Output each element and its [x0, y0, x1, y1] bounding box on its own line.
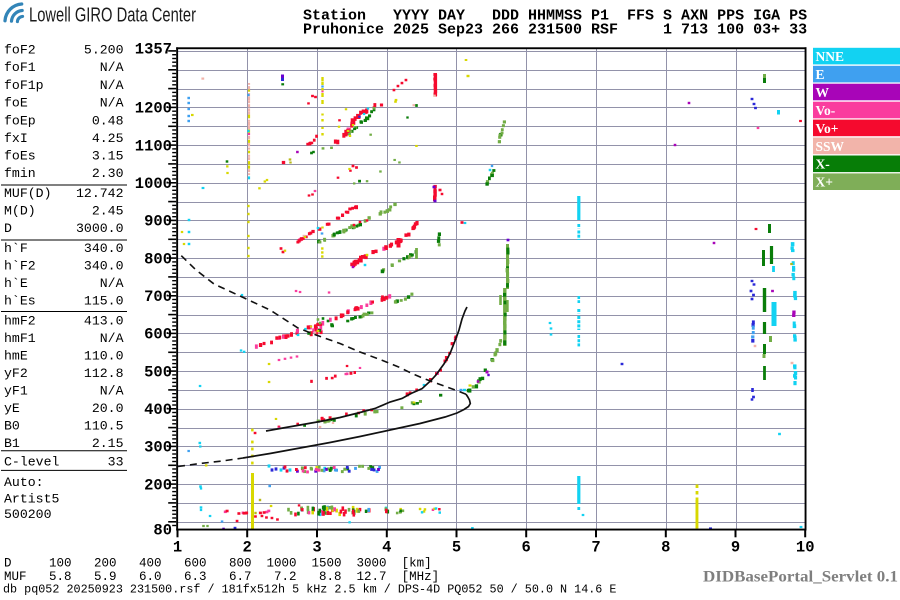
svg-text:9: 9 [731, 539, 740, 557]
svg-text:M(D): M(D) [4, 204, 36, 219]
svg-text:X-: X- [816, 157, 830, 172]
svg-text:3.15: 3.15 [92, 149, 124, 164]
svg-text:B0: B0 [4, 419, 20, 434]
svg-text:1000: 1000 [135, 175, 172, 193]
svg-text:300: 300 [144, 439, 172, 457]
svg-text:80: 80 [153, 522, 172, 540]
svg-text:yE: yE [4, 401, 20, 416]
svg-text:foF1: foF1 [4, 60, 36, 75]
svg-text:1357: 1357 [135, 41, 172, 59]
svg-text:3000.0: 3000.0 [76, 221, 124, 236]
svg-text:112.8: 112.8 [84, 366, 124, 381]
svg-text:h`F: h`F [4, 241, 28, 256]
svg-text:6: 6 [522, 539, 531, 557]
svg-text:8: 8 [661, 539, 670, 557]
svg-text:X+: X+ [816, 175, 833, 190]
svg-text:N/A: N/A [100, 276, 124, 291]
svg-text:600: 600 [144, 326, 172, 344]
svg-text:Artist5: Artist5 [4, 492, 59, 507]
svg-text:N/A: N/A [100, 78, 124, 93]
svg-text:12.742: 12.742 [76, 186, 123, 201]
svg-text:2.30: 2.30 [92, 166, 124, 181]
svg-text:Vo+: Vo+ [816, 121, 839, 136]
svg-text:33: 33 [108, 455, 124, 470]
svg-text:Auto:: Auto: [4, 475, 44, 490]
svg-text:Vo-: Vo- [816, 103, 836, 118]
svg-text:500200: 500200 [4, 507, 52, 522]
svg-text:Lowell GIRO Data Center: Lowell GIRO Data Center [29, 5, 196, 27]
svg-text:fmin: fmin [4, 166, 36, 181]
svg-text:fxI: fxI [4, 131, 28, 146]
svg-text:4.25: 4.25 [92, 131, 124, 146]
svg-text:yF1: yF1 [4, 384, 28, 399]
svg-text:413.0: 413.0 [84, 314, 124, 329]
svg-text:NNE: NNE [816, 49, 845, 64]
svg-text:110.0: 110.0 [84, 349, 124, 364]
svg-text:W: W [816, 85, 830, 100]
svg-text:hmF1: hmF1 [4, 331, 36, 346]
svg-text:foF1p: foF1p [4, 78, 44, 93]
svg-text:1200: 1200 [135, 100, 172, 118]
svg-text:DIDBasePortal_Servlet 0.1: DIDBasePortal_Servlet 0.1 [703, 569, 898, 586]
svg-text:yF2: yF2 [4, 366, 28, 381]
svg-text:Station YYYY DAY DDD HHMMS: Station YYYY DAY DDD HHMMSS P1 FFS S AXN… [303, 8, 807, 25]
svg-text:foEp: foEp [4, 114, 36, 129]
svg-text:Pruhonice 2025 Sep23 266 23150: Pruhonice 2025 Sep23 266 231500 RSF 1 71… [303, 21, 807, 38]
svg-text:SSW: SSW [816, 139, 845, 154]
svg-text:5: 5 [452, 539, 461, 557]
svg-text:B1: B1 [4, 436, 20, 451]
svg-text:MUF 5.8 5.9 6.0 6.3: MUF 5.8 5.9 6.0 6.3 6.7 7.2 8.8 12.7 [MH… [4, 570, 439, 584]
svg-text:2: 2 [243, 539, 252, 557]
svg-text:E: E [816, 67, 825, 82]
svg-text:1: 1 [173, 539, 182, 557]
svg-text:N/A: N/A [100, 384, 124, 399]
svg-text:hmF2: hmF2 [4, 314, 36, 329]
svg-text:500: 500 [144, 363, 172, 381]
svg-text:N/A: N/A [100, 96, 124, 111]
svg-text:3: 3 [312, 539, 321, 557]
svg-text:5.200: 5.200 [84, 43, 124, 58]
svg-text:20.0: 20.0 [92, 401, 124, 416]
svg-text:foF2: foF2 [4, 43, 36, 58]
svg-text:foEs: foEs [4, 149, 36, 164]
svg-text:200: 200 [144, 476, 172, 494]
svg-text:800: 800 [144, 250, 172, 268]
svg-text:110.5: 110.5 [84, 419, 124, 434]
svg-text:4: 4 [382, 539, 391, 557]
svg-text:N/A: N/A [100, 331, 124, 346]
svg-text:D: D [4, 221, 12, 236]
svg-text:h`E: h`E [4, 276, 28, 291]
svg-text:115.0: 115.0 [84, 294, 124, 309]
svg-text:MUF(D): MUF(D) [4, 186, 51, 201]
svg-text:700: 700 [144, 288, 172, 306]
svg-text:1100: 1100 [135, 137, 172, 155]
svg-text:400: 400 [144, 401, 172, 419]
svg-text:N/A: N/A [100, 60, 124, 75]
svg-text:900: 900 [144, 213, 172, 231]
svg-text:foE: foE [4, 96, 28, 111]
svg-text:C-level: C-level [4, 455, 59, 470]
svg-text:7: 7 [591, 539, 600, 557]
svg-text:340.0: 340.0 [84, 259, 124, 274]
svg-text:db pq052 20250923 231500.rsf /: db pq052 20250923 231500.rsf / 181fx512h… [3, 583, 616, 597]
svg-text:D 100 200 400 600: D 100 200 400 600 800 1000 1500 3000 [km… [4, 557, 432, 571]
svg-text:h`Es: h`Es [4, 294, 36, 309]
svg-text:10: 10 [796, 539, 815, 557]
svg-text:340.0: 340.0 [84, 241, 124, 256]
svg-text:h`F2: h`F2 [4, 259, 36, 274]
svg-text:0.48: 0.48 [92, 114, 124, 129]
svg-text:2.15: 2.15 [92, 436, 124, 451]
svg-text:hmE: hmE [4, 349, 28, 364]
svg-text:2.45: 2.45 [92, 204, 124, 219]
